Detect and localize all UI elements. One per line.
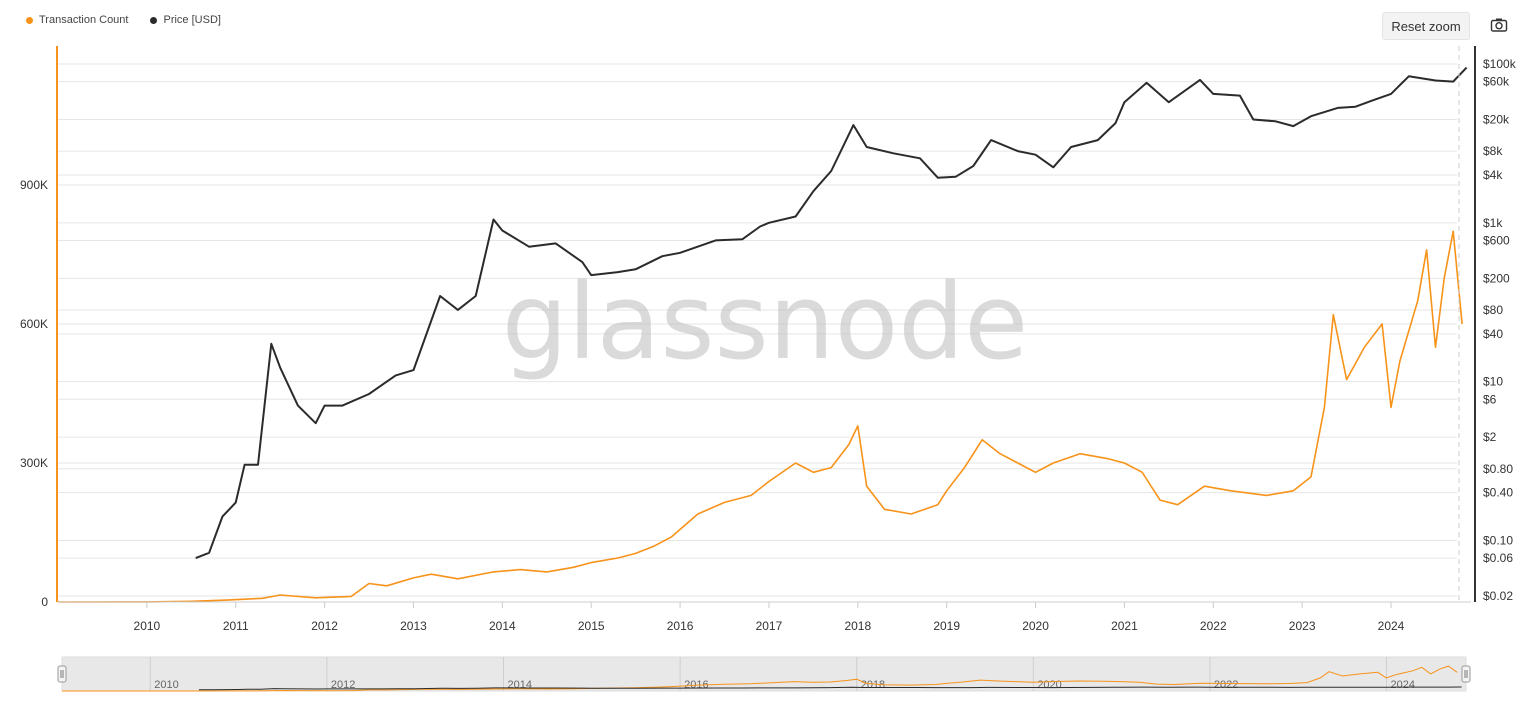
x-tick-label: 2010 xyxy=(134,619,161,633)
chart-legend: Transaction Count Price [USD] xyxy=(26,14,221,26)
navigator-label: 2022 xyxy=(1214,679,1238,691)
y-right-tick-label: $60k xyxy=(1483,75,1510,89)
x-tick-label: 2022 xyxy=(1200,619,1227,633)
y-right-tick-label: $6 xyxy=(1483,392,1497,406)
camera-icon[interactable] xyxy=(1490,17,1508,33)
transaction-count-line xyxy=(57,230,1463,603)
y-right-tick-label: $100k xyxy=(1483,57,1517,71)
legend-label-transaction-count: Transaction Count xyxy=(39,14,129,26)
y-right-tick-label: $0.80 xyxy=(1483,462,1513,476)
y-right-tick-label: $0.10 xyxy=(1483,533,1513,547)
legend-item-price[interactable]: Price [USD] xyxy=(150,14,221,26)
legend-label-price: Price [USD] xyxy=(163,14,221,26)
y-right-tick-label: $8k xyxy=(1483,144,1503,158)
y-right-tick-label: $40 xyxy=(1483,327,1503,341)
x-tick-label: 2023 xyxy=(1289,619,1316,633)
navigator-label: 2012 xyxy=(331,679,355,691)
x-tick-label: 2013 xyxy=(400,619,427,633)
y-right-tick-label: $2 xyxy=(1483,430,1497,444)
x-tick-label: 2024 xyxy=(1378,619,1405,633)
price-legend-dot xyxy=(150,16,158,24)
y-left-tick-label: 600K xyxy=(20,317,48,331)
y-right-tick-label: $600 xyxy=(1483,233,1510,247)
watermark-text: glassnode xyxy=(502,261,1029,383)
navigator[interactable]: 2010 2012 2014 2016 2018 2020 2022 2024 xyxy=(57,656,1471,692)
navigator-right-handle[interactable] xyxy=(1461,665,1471,683)
x-tick-label: 2019 xyxy=(933,619,960,633)
axes-layer: 0 300K 600K 900K $0.02 $0.06 $0.10 $0.40 $0.80 $2… xyxy=(20,46,1517,633)
navigator-background xyxy=(61,656,1467,692)
y-right-tick-label: $0.06 xyxy=(1483,551,1513,565)
x-tick-label: 2011 xyxy=(223,619,249,633)
navigator-transaction-line xyxy=(62,665,1458,692)
y-left-tick-label: 900K xyxy=(20,178,48,192)
navigator-price-line xyxy=(198,686,1462,691)
navigator-label: 2020 xyxy=(1037,679,1061,691)
y-right-tick-label: $10 xyxy=(1483,375,1503,389)
y-right-tick-label: $0.02 xyxy=(1483,589,1513,603)
navigator-label: 2010 xyxy=(154,679,178,691)
y-left-tick-label: 0 xyxy=(41,595,48,609)
grid-lines xyxy=(58,63,1457,603)
x-tick-label: 2018 xyxy=(844,619,871,633)
x-tick-label: 2016 xyxy=(667,619,694,633)
x-tick-label: 2020 xyxy=(1022,619,1049,633)
y-right-tick-label: $1k xyxy=(1483,216,1503,230)
series-layer xyxy=(57,66,1468,603)
y-right-tick-label: $20k xyxy=(1483,113,1510,127)
navigator-label: 2018 xyxy=(861,679,885,691)
navigator-left-handle[interactable] xyxy=(57,665,67,683)
transaction-count-legend-dot xyxy=(26,16,33,24)
y-right-tick-label: $0.40 xyxy=(1483,486,1513,500)
navigator-label: 2024 xyxy=(1391,679,1415,691)
x-tick-label: 2012 xyxy=(311,619,338,633)
price-line xyxy=(195,66,1468,560)
y-right-tick-label: $200 xyxy=(1483,271,1510,285)
y-left-tick-label: 300K xyxy=(20,456,48,470)
x-tick-label: 2017 xyxy=(756,619,783,633)
x-tick-label: 2015 xyxy=(578,619,605,633)
y-right-tick-label: $80 xyxy=(1483,303,1503,317)
reset-zoom-button[interactable]: Reset zoom xyxy=(1382,12,1470,40)
x-tick-label: 2021 xyxy=(1111,619,1138,633)
y-right-tick-label: $4k xyxy=(1483,168,1503,182)
legend-item-transaction-count[interactable]: Transaction Count xyxy=(26,14,128,26)
x-tick-label: 2014 xyxy=(489,619,516,633)
